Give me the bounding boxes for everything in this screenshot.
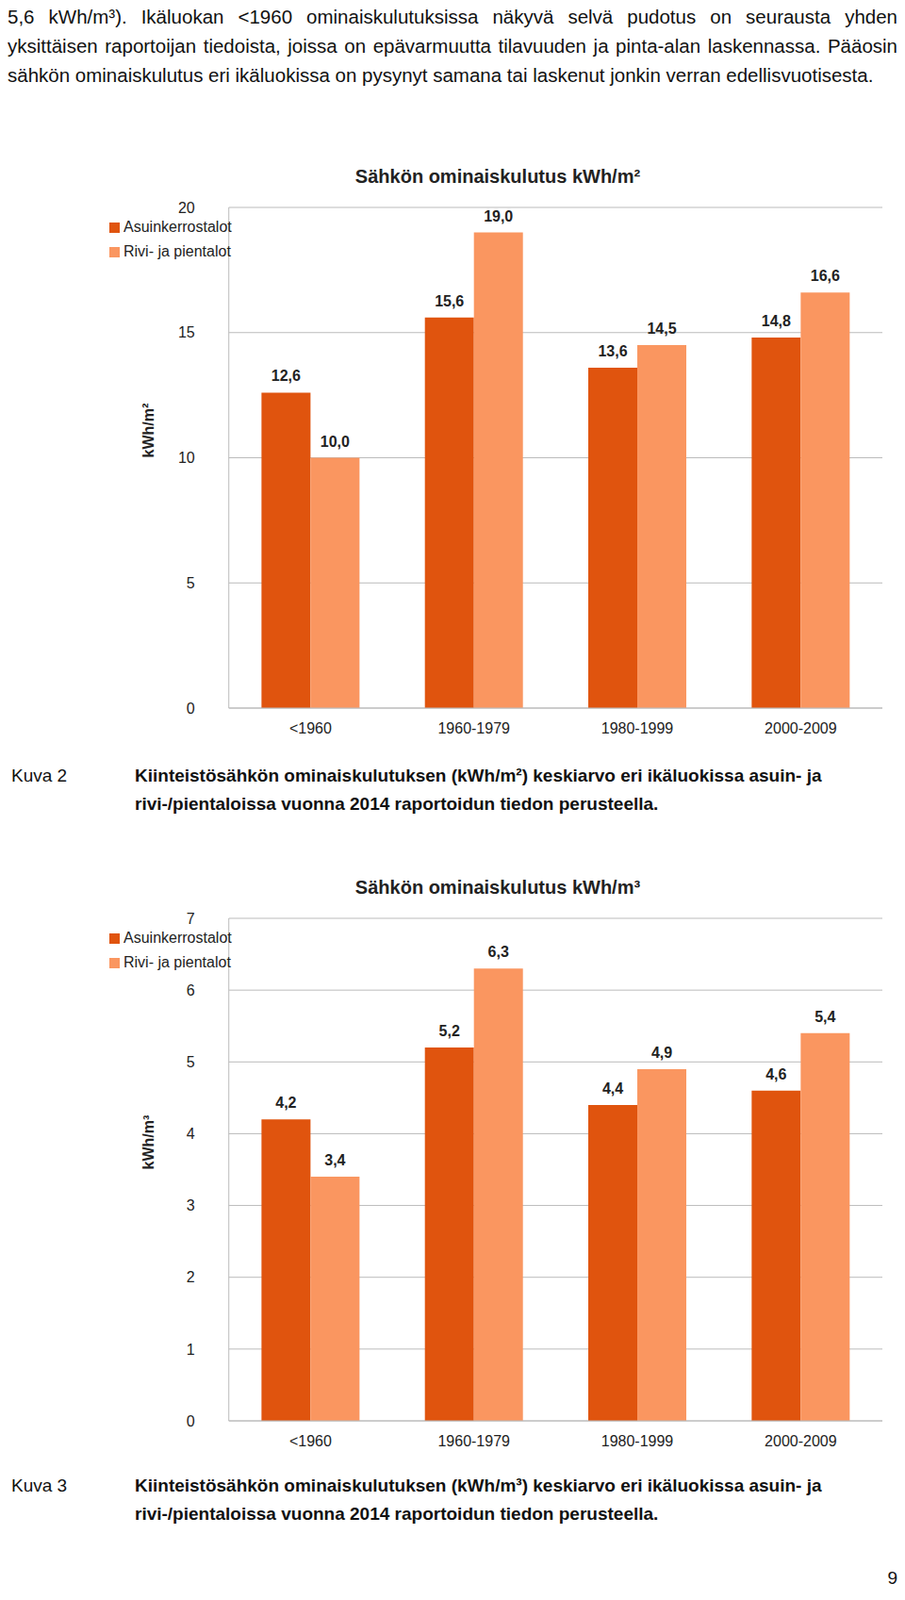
svg-text:kWh/m²: kWh/m² [140, 403, 157, 459]
html-text:Sähkön ominaiskulutus kWh/m³: Sähkön ominaiskulutus kWh/m³ [355, 876, 641, 898]
svg-text:1980-1999: 1980-1999 [601, 1432, 675, 1449]
svg-text:0: 0 [186, 700, 196, 717]
html-text:Sähkön ominaiskulutus kWh/m²: Sähkön ominaiskulutus kWh/m² [355, 165, 641, 187]
svg-text:10,0: 10,0 [320, 433, 350, 450]
svg-text:1980-1999: 1980-1999 [601, 720, 675, 737]
svg-text:4,9: 4,9 [651, 1044, 673, 1061]
html-text:9: 9 [887, 1567, 898, 1588]
svg-text:4: 4 [186, 1125, 196, 1142]
html-text:Rivi- ja pientalot: Rivi- ja pientalot [123, 954, 231, 971]
svg-text:5: 5 [186, 575, 196, 592]
svg-text:5,4: 5,4 [814, 1008, 836, 1025]
svg-text:13,6: 13,6 [597, 343, 627, 360]
svg-text:16,6: 16,6 [810, 267, 840, 284]
svg-text:4,6: 4,6 [765, 1066, 787, 1083]
svg-text:<1960: <1960 [289, 1432, 332, 1449]
html-text:5,6 kWh/m³). Ikäluokan <1960 o: 5,6 kWh/m³). Ikäluokan <1960 ominaiskulu… [7, 5, 898, 86]
svg-text:12,6: 12,6 [271, 367, 301, 384]
svg-text:5: 5 [186, 1053, 196, 1070]
svg-text:7: 7 [186, 910, 196, 927]
svg-text:10: 10 [178, 449, 196, 466]
svg-text:1: 1 [186, 1341, 196, 1358]
html-text:Rivi- ja pientalot: Rivi- ja pientalot [123, 243, 231, 260]
html-text:Asuinkerrostalot: Asuinkerrostalot [123, 929, 232, 946]
svg-text:4,2: 4,2 [275, 1094, 297, 1111]
svg-text:14,5: 14,5 [646, 320, 676, 337]
html-text:Kiinteistösähkön ominaiskulutu: Kiinteistösähkön ominaiskulutuksen (kWh/… [134, 1475, 822, 1524]
html-text:Kuva 2: Kuva 2 [11, 765, 68, 786]
svg-text:kWh/m³: kWh/m³ [140, 1115, 157, 1170]
svg-text:0: 0 [186, 1413, 196, 1430]
svg-text:6: 6 [186, 982, 196, 999]
svg-text:14,8: 14,8 [761, 312, 791, 330]
html-text:Kiinteistösähkön ominaiskulutu: Kiinteistösähkön ominaiskulutuksen (kWh/… [134, 765, 822, 814]
svg-text:2: 2 [186, 1268, 196, 1285]
svg-text:5,2: 5,2 [439, 1022, 461, 1039]
svg-text:20: 20 [178, 199, 196, 216]
svg-text:2000-2009: 2000-2009 [764, 720, 838, 737]
svg-text:1960-1979: 1960-1979 [437, 720, 511, 737]
svg-text:4,4: 4,4 [602, 1080, 624, 1097]
svg-text:2000-2009: 2000-2009 [764, 1432, 838, 1449]
svg-text:1960-1979: 1960-1979 [437, 1432, 511, 1449]
svg-text:15,6: 15,6 [434, 293, 464, 310]
svg-text:<1960: <1960 [289, 720, 332, 737]
html-text:Asuinkerrostalot: Asuinkerrostalot [123, 218, 232, 235]
svg-text:15: 15 [178, 324, 196, 341]
svg-text:3: 3 [186, 1197, 196, 1214]
svg-text:19,0: 19,0 [483, 208, 513, 225]
svg-text:3,4: 3,4 [324, 1151, 346, 1169]
svg-text:6,3: 6,3 [488, 943, 510, 960]
html-text:Kuva 3: Kuva 3 [11, 1475, 68, 1496]
